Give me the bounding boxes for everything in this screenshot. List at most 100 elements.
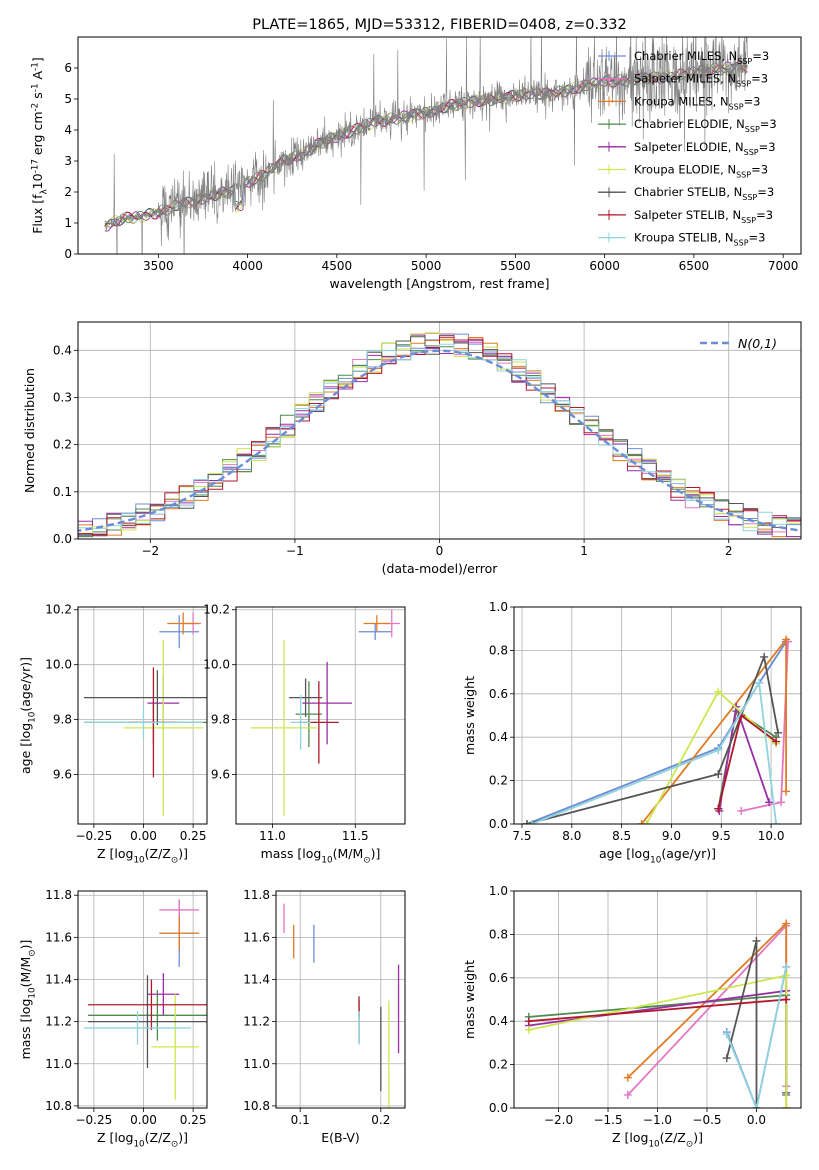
x-tick-label: −0.25 xyxy=(75,1113,112,1127)
weight-line xyxy=(645,690,777,824)
y-tick-label: 11.4 xyxy=(45,972,72,986)
x-tick-label: 11.5 xyxy=(342,829,369,843)
legend-label: Kroupa MILES, NSSP=3 xyxy=(634,94,760,111)
y-tick-label: 6 xyxy=(64,61,72,75)
weight-marker xyxy=(777,798,786,807)
weight-marker xyxy=(737,806,746,815)
axes-age_vs_mass: 11.0 11.5 9.6 9.8 10.0 10.2 mass [log10(M/M⊙)] xyxy=(203,603,406,865)
x-tick-label: 9.0 xyxy=(662,829,681,843)
axes-frame xyxy=(275,890,406,1109)
x-tick-label: 9.5 xyxy=(712,829,731,843)
x-tick-label: 0 xyxy=(436,544,444,558)
y-tick-label: 10.8 xyxy=(243,1099,270,1113)
x-tick-label: 4500 xyxy=(322,259,353,273)
weight-marker xyxy=(714,687,723,696)
axes-frame xyxy=(235,606,406,825)
y-tick-label: 0.4 xyxy=(489,1014,508,1028)
weight-marker xyxy=(782,787,791,796)
x-axis-label: Z [log10(Z/Z⊙)] xyxy=(97,846,188,865)
legend-label: Salpeter MILES, NSSP=3 xyxy=(634,72,768,89)
y-axis-label: Normed distribution xyxy=(22,368,37,493)
legend-label: Chabrier MILES, NSSP=3 xyxy=(634,49,769,66)
x-axis-label: mass [log10(M/M⊙)] xyxy=(261,846,381,865)
x-tick-label: 10.0 xyxy=(758,829,785,843)
x-axis-label: Z [log10(Z/Z⊙)] xyxy=(612,1130,703,1149)
legend-marker xyxy=(607,164,617,175)
x-tick-label: 0.1 xyxy=(291,1113,310,1127)
axes-frame xyxy=(77,36,802,255)
x-tick-label: 11.0 xyxy=(259,829,286,843)
x-tick-label: −0.25 xyxy=(75,829,112,843)
x-tick-label: 4000 xyxy=(232,259,263,273)
legend-marker xyxy=(607,232,617,243)
y-tick-label: 0.2 xyxy=(53,438,72,452)
y-tick-label: 10.8 xyxy=(45,1099,72,1113)
plot-area-mass_vs_ebv xyxy=(283,903,400,1108)
axes-spectrum: 3500 4000 4500 5000 5500 6000 6500 7000 0 1 2 3 4 5 6 w… xyxy=(30,17,802,291)
weight-marker xyxy=(752,1104,761,1108)
x-tick-label: 1 xyxy=(580,544,588,558)
y-tick-label: 0.4 xyxy=(489,730,508,744)
y-tick-label: 0.3 xyxy=(53,390,72,404)
y-tick-label: 3 xyxy=(64,154,72,168)
y-tick-label: 0.0 xyxy=(489,817,508,831)
y-tick-label: 9.8 xyxy=(53,713,72,727)
y-tick-label: 1.0 xyxy=(489,884,508,898)
observed-spectrum xyxy=(104,37,748,254)
weight-marker xyxy=(524,1017,533,1026)
weight-marker xyxy=(642,820,651,824)
normal-curve xyxy=(78,349,801,532)
weight-marker xyxy=(782,919,791,928)
y-tick-label: 0.0 xyxy=(53,532,72,546)
axes-frame xyxy=(77,606,208,825)
y-tick-label: 0.2 xyxy=(489,1058,508,1072)
plot-area-weight_vs_Z xyxy=(524,919,791,1108)
chart-title: PLATE=1865, MJD=53312, FIBERID=0408, z=0… xyxy=(252,17,626,33)
legend-marker xyxy=(607,96,617,107)
weight-line xyxy=(531,680,777,824)
legend-label: Salpeter STELIB, NSSP=3 xyxy=(634,208,773,225)
x-tick-label: −2 xyxy=(141,544,159,558)
y-tick-label: 10.0 xyxy=(45,658,72,672)
x-tick-label: 3500 xyxy=(143,259,174,273)
x-axis-label: Z [log10(Z/Z⊙)] xyxy=(97,1130,188,1149)
weight-marker xyxy=(637,820,646,824)
axes-mass_vs_ebv: 0.1 0.2 10.8 11.0 11.2 11.4 11.6 11.8 E(B-V) xyxy=(243,888,406,1145)
weight-line xyxy=(526,641,787,824)
y-tick-label: 0.1 xyxy=(53,485,72,499)
legend-label: Salpeter ELODIE, NSSP=3 xyxy=(634,140,776,157)
y-tick-label: 2 xyxy=(64,185,72,199)
plot-area-mass_vs_Z xyxy=(83,899,207,1100)
plot-area-residuals xyxy=(78,332,801,538)
y-tick-label: 11.2 xyxy=(45,1015,72,1029)
weight-marker xyxy=(760,652,769,661)
x-axis-label: (data-model)/error xyxy=(382,561,499,576)
y-tick-label: 9.6 xyxy=(53,768,72,782)
axes-mass_vs_Z: −0.25 0.00 0.25 10.8 11.0 11.2 11.4 11.6 11.8 Z [… xyxy=(18,888,208,1149)
x-tick-label: 0.25 xyxy=(180,829,207,843)
axes-frame xyxy=(513,606,802,825)
axes-age_vs_Z: −0.25 0.00 0.25 9.6 9.8 10.0 10.2 Z [log10(Z/Z⊙… xyxy=(18,603,208,865)
weight-line xyxy=(725,966,788,1108)
y-tick-label: 4 xyxy=(64,123,72,137)
y-tick-label: 10.0 xyxy=(203,658,230,672)
y-tick-label: 10.2 xyxy=(45,603,72,617)
x-tick-label: 6500 xyxy=(679,259,710,273)
legend: Chabrier MILES, NSSP=3 Salpeter MILES, NS… xyxy=(598,49,777,248)
weight-marker xyxy=(765,798,774,807)
y-tick-label: 0.8 xyxy=(489,643,508,657)
x-tick-label: 6000 xyxy=(589,259,620,273)
x-tick-label: 7.5 xyxy=(512,829,531,843)
x-tick-label: 5000 xyxy=(411,259,442,273)
legend: N(0,1) xyxy=(700,336,777,351)
y-tick-label: 5 xyxy=(64,92,72,106)
x-tick-label: 2 xyxy=(725,544,733,558)
y-tick-label: 1.0 xyxy=(489,600,508,614)
legend-label: Chabrier ELODIE, NSSP=3 xyxy=(634,117,777,134)
x-tick-label: 0.2 xyxy=(371,1113,390,1127)
x-tick-label: −1 xyxy=(286,544,304,558)
x-tick-label: 0.00 xyxy=(130,1113,157,1127)
axes-frame xyxy=(513,890,802,1109)
weight-marker xyxy=(752,936,761,945)
